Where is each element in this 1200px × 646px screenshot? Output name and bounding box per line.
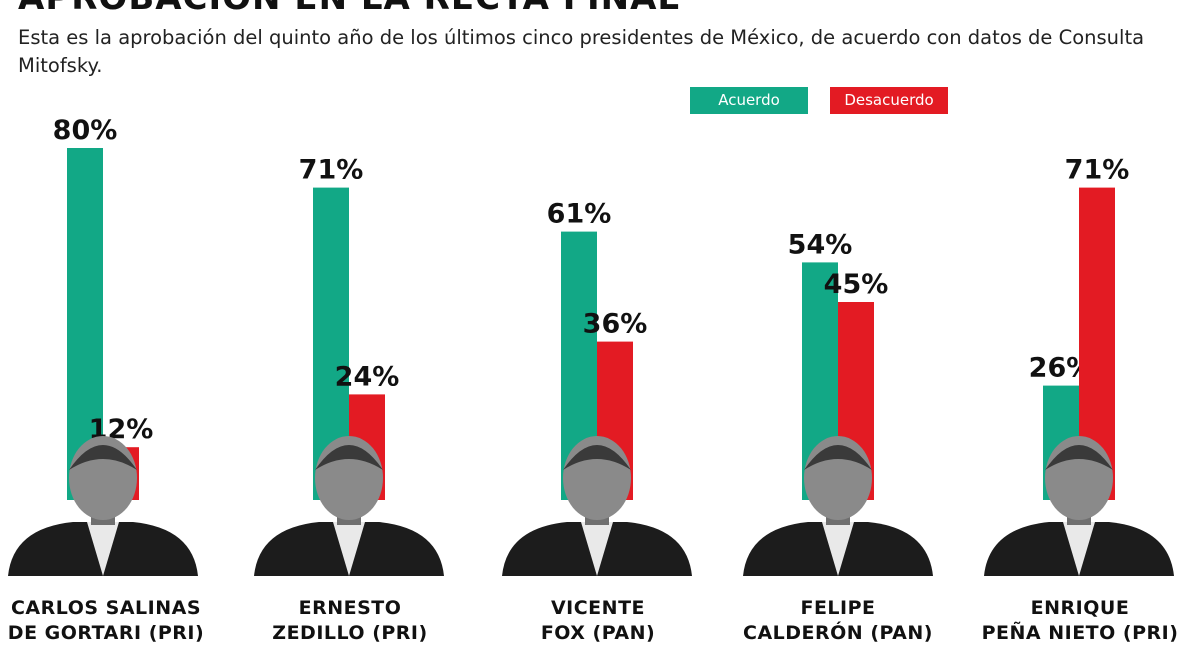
president-name-5-line2: PEÑA NIETO (PRI)	[981, 622, 1179, 644]
bar-chart: 80%12%71%24%61%36%54%45%26%71%	[8, 115, 1174, 576]
legend-acuerdo: Acuerdo	[690, 87, 808, 114]
value-label-acuerdo-2: 71%	[299, 155, 364, 186]
value-label-desacuerdo-2: 24%	[335, 361, 400, 392]
president-name-2: ERNESTO ZEDILLO (PRI)	[250, 596, 450, 646]
president-name-3-line2: FOX (PAN)	[540, 622, 656, 644]
portrait-4	[743, 436, 933, 576]
value-label-desacuerdo-5: 71%	[1065, 155, 1130, 186]
value-label-acuerdo-1: 80%	[53, 115, 118, 146]
president-name-5: ENRIQUE PEÑA NIETO (PRI)	[980, 596, 1180, 646]
portrait-1	[8, 436, 198, 576]
value-label-acuerdo-3: 61%	[547, 199, 612, 230]
portrait-2	[254, 436, 444, 576]
portrait-5	[984, 436, 1174, 576]
president-name-5-line1: ENRIQUE	[1030, 597, 1130, 619]
president-name-4-line2: CALDERÓN (PAN)	[743, 622, 933, 644]
president-name-1: CARLOS SALINAS DE GORTARI (PRI)	[6, 596, 206, 646]
president-name-1-line1: CARLOS SALINAS	[10, 597, 201, 619]
president-name-2-line2: ZEDILLO (PRI)	[272, 622, 428, 644]
value-label-desacuerdo-3: 36%	[583, 309, 648, 340]
president-name-3: VICENTE FOX (PAN)	[498, 596, 698, 646]
legend-desacuerdo: Desacuerdo	[830, 87, 948, 114]
portrait-3	[502, 436, 692, 576]
president-name-1-line2: DE GORTARI (PRI)	[7, 622, 205, 644]
president-name-4-line1: FELIPE	[800, 597, 876, 619]
president-name-2-line1: ERNESTO	[298, 597, 402, 619]
value-label-desacuerdo-4: 45%	[824, 269, 889, 300]
president-name-4: FELIPE CALDERÓN (PAN)	[738, 596, 938, 646]
chart-title: APROBACIÓN EN LA RECTA FINAL	[18, 0, 680, 18]
chart-subtitle: Esta es la aprobación del quinto año de …	[18, 26, 1145, 77]
president-name-3-line1: VICENTE	[550, 597, 646, 619]
value-label-acuerdo-4: 54%	[788, 229, 853, 260]
